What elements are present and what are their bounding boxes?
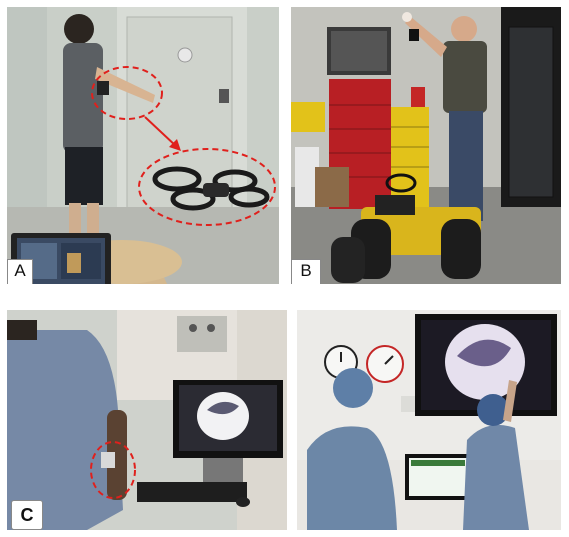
panel-c-right-photo [297,310,561,530]
panel-c-left-photo: C [7,310,287,530]
panel-a-label: A [7,259,33,284]
panel-c-label: C [11,500,43,530]
panel-c-right-scene [297,310,561,530]
panel-a-photo: A [7,7,279,284]
panel-b-label: B [291,259,321,284]
panel-c-left-scene [7,310,287,530]
panel-b-scene [291,7,561,284]
panel-b-photo: B [291,7,561,284]
panel-a-scene [7,7,279,284]
